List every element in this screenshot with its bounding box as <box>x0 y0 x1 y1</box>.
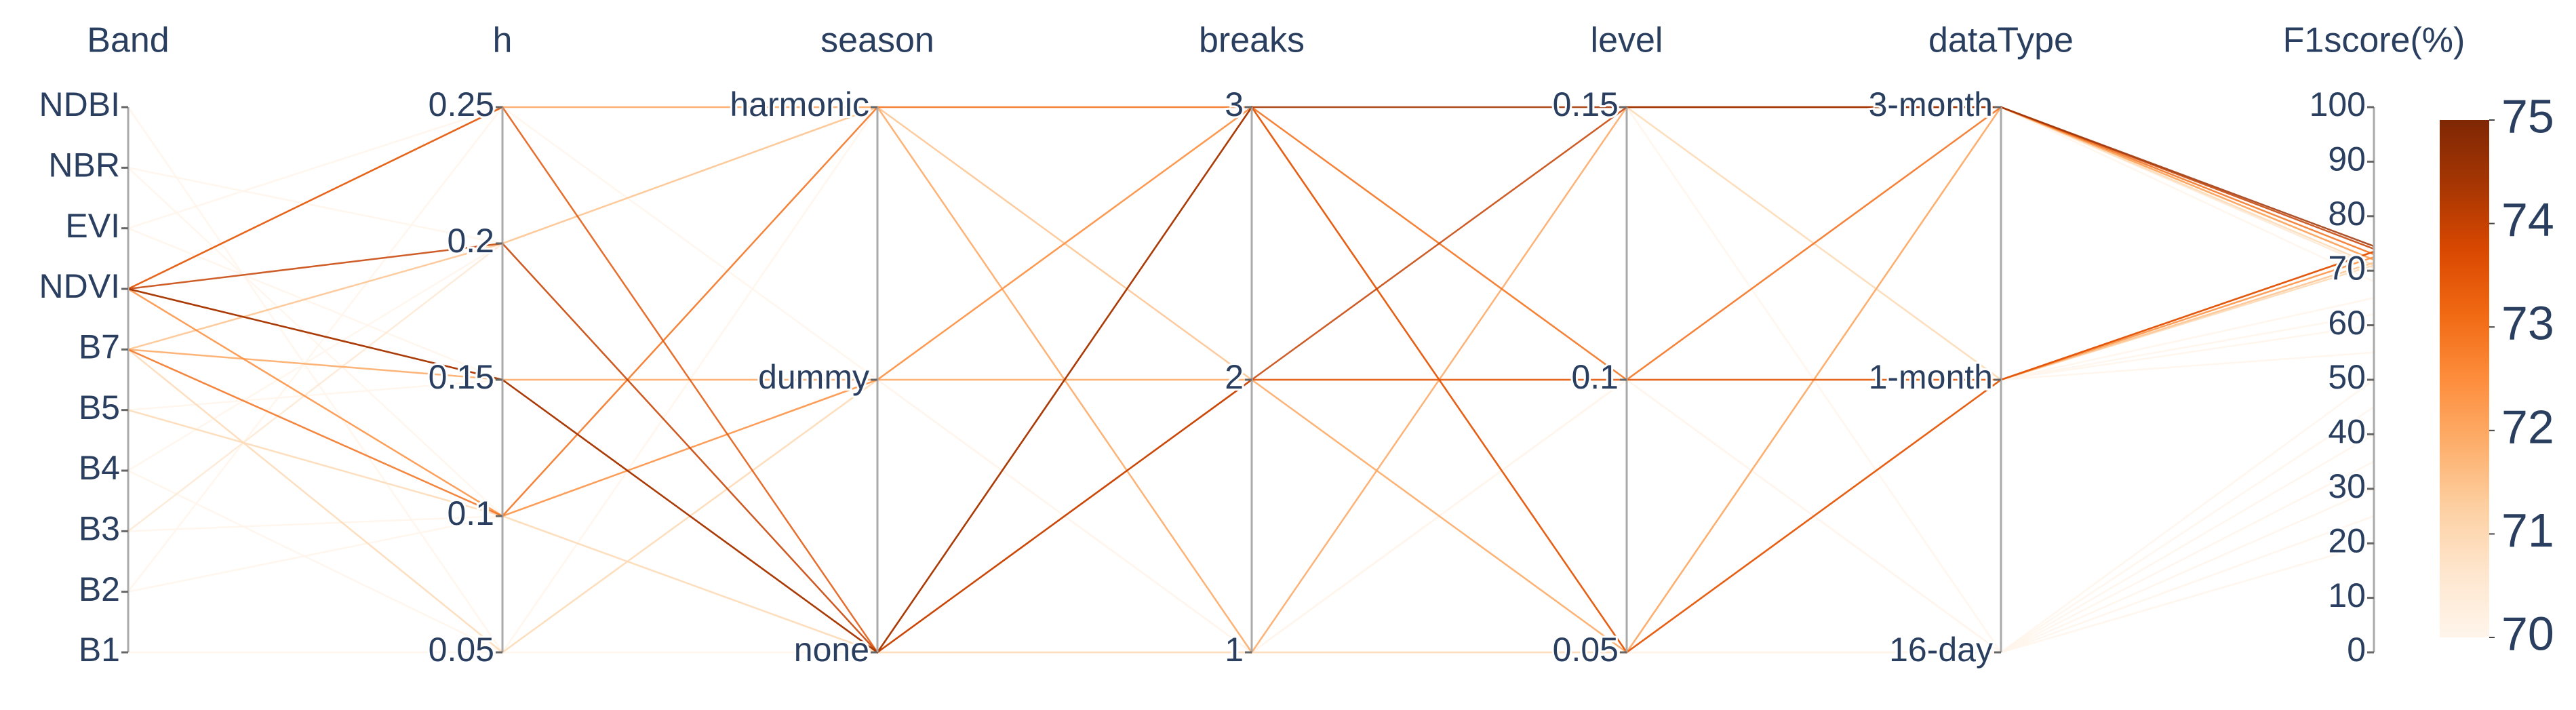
tick-label: harmonic <box>730 85 869 123</box>
tick-label: 30 <box>2328 467 2366 505</box>
tick-label: NBR <box>48 146 120 184</box>
tick-label: B4 <box>79 449 120 487</box>
colorbar-tick-label: 70 <box>2501 607 2554 660</box>
tick-label: 0.1 <box>1571 358 1619 396</box>
axis-title: F1score(%) <box>2283 21 2465 60</box>
tick-label: EVI <box>65 207 120 245</box>
tick-label: 1-month <box>1869 358 1993 396</box>
axis-title: season <box>820 21 934 60</box>
tick-label: 3-month <box>1869 85 1993 123</box>
tick-label: 100 <box>2310 85 2366 123</box>
tick-label: 0.05 <box>1553 631 1619 669</box>
tick-label: 0.1 <box>447 494 494 532</box>
tick-label: B2 <box>79 570 120 608</box>
tick-label: 16-day <box>1889 631 1993 669</box>
tick-label: 40 <box>2328 413 2366 451</box>
tick-label: 2 <box>1225 358 1244 396</box>
tick-label: NDBI <box>39 85 120 123</box>
tick-label: 0 <box>2347 631 2366 669</box>
tick-label: 50 <box>2328 358 2366 396</box>
tick-label: B5 <box>79 389 120 427</box>
colorbar-tick-label: 71 <box>2501 504 2554 557</box>
colorbar <box>2440 120 2489 637</box>
tick-label: 90 <box>2328 140 2366 178</box>
axis-title: Band <box>87 21 169 60</box>
axis-title: level <box>1591 21 1663 60</box>
tick-label: none <box>794 631 869 669</box>
tick-label: 60 <box>2328 304 2366 342</box>
tick-label: 0.05 <box>429 631 494 669</box>
tick-label: B7 <box>79 328 120 366</box>
axis-title: h <box>493 21 513 60</box>
colorbar-tick-label: 74 <box>2501 193 2554 246</box>
tick-label: NDVI <box>39 267 120 305</box>
colorbar-tick-label: 73 <box>2501 297 2554 350</box>
axis-title: breaks <box>1199 21 1305 60</box>
tick-label: 0.2 <box>447 222 494 260</box>
tick-label: 0.25 <box>429 85 494 123</box>
tick-label: 10 <box>2328 576 2366 614</box>
colorbar-tick-label: 72 <box>2501 400 2554 453</box>
tick-label: 0.15 <box>429 358 494 396</box>
tick-label: 1 <box>1225 631 1244 669</box>
tick-label: 70 <box>2328 249 2366 287</box>
tick-label: B1 <box>79 631 120 669</box>
tick-label: 80 <box>2328 195 2366 233</box>
tick-label: 20 <box>2328 521 2366 559</box>
axis-title: dataType <box>1928 21 2074 60</box>
tick-label: 3 <box>1225 85 1244 123</box>
tick-label: 0.15 <box>1553 85 1619 123</box>
tick-label: dummy <box>758 358 869 396</box>
tick-label: B3 <box>79 510 120 548</box>
colorbar-tick-label: 75 <box>2501 90 2554 142</box>
